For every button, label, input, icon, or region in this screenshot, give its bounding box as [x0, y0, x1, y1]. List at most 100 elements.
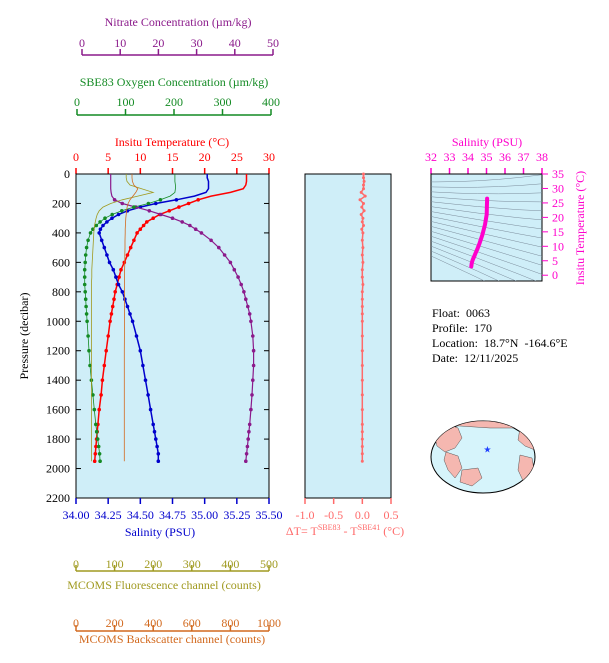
delta-t-point: [362, 172, 365, 176]
oxygen-point: [120, 209, 124, 213]
salinity-point: [102, 245, 107, 250]
insitu-temperature-point: [97, 407, 101, 412]
density-contour: [431, 255, 486, 281]
density-contour: [431, 226, 542, 257]
oxygen-tick-label: 0: [74, 95, 80, 109]
insitu-temperature-point: [93, 452, 98, 456]
pressure-tick-label: 200: [52, 196, 70, 210]
nitrate-point: [246, 304, 250, 309]
delta-tick-label: 0.5: [384, 508, 399, 522]
ts-salinity-tick-label: 34: [462, 150, 474, 164]
salinity-point: [151, 422, 155, 427]
backscatter-profile-line: [123, 174, 139, 462]
insitu-temperature-point: [113, 290, 117, 294]
ts-right-axis-label: Insitu Temperature (°C): [573, 171, 587, 285]
delta-t-point: [362, 209, 366, 213]
nitrate-tick-label: 50: [267, 36, 279, 50]
oxygen-point: [94, 223, 99, 228]
ts-salinity-tick-label: 33: [444, 150, 456, 164]
main-plot-panel: [75, 173, 270, 499]
salinity-point: [143, 378, 148, 383]
delta-t-point: [362, 183, 365, 187]
fluorescence-tick-label: 500: [260, 557, 278, 571]
pressure-tick-label: 1600: [46, 403, 70, 417]
fluorescence-tick-label: 0: [73, 557, 79, 571]
pressure-tick-label: 2200: [46, 491, 70, 505]
nitrate-tick-label: 0: [79, 36, 85, 50]
density-contour: [431, 240, 537, 281]
ts-temp-tick-label: 0: [552, 268, 558, 282]
salinity-tick-label: 35.50: [256, 508, 283, 522]
insitu-temperature-point: [145, 220, 149, 224]
ts-temp-tick-label: 10: [552, 239, 564, 253]
nitrate-axis: Nitrate Concentration (µm/kg) 0 10 20 30 40 5…: [79, 15, 279, 56]
nitrate-point: [247, 422, 252, 427]
nitrate-point: [251, 378, 255, 383]
temperature-axis-label: Insitu Temperature (°C): [115, 135, 229, 149]
salinity-tick-label: 34.25: [95, 508, 122, 522]
oxygen-axis-label: SBE83 Oxygen Concentration (µm/kg): [80, 75, 269, 89]
insitu-temperature-point: [99, 393, 103, 397]
salinity-point: [125, 304, 130, 309]
temperature-tick-label: 25: [231, 150, 243, 164]
insitu-temperature-point: [106, 334, 110, 338]
delta-t-point: [361, 260, 365, 264]
pressure-tick-label: 600: [52, 255, 70, 269]
insitu-temperature-point: [151, 216, 155, 220]
insitu-temperature-point: [167, 209, 172, 213]
oxygen-point: [88, 231, 93, 235]
oxygen-tick-label: 100: [117, 95, 135, 109]
nitrate-point: [244, 297, 248, 302]
pressure-axis-label: Pressure (decibar): [17, 293, 31, 380]
oxygen-point: [94, 429, 99, 434]
insitu-temperature-point: [109, 312, 114, 316]
nitrate-point: [236, 275, 240, 279]
oxygen-point: [92, 407, 97, 412]
salinity-point: [120, 290, 125, 294]
oxygen-point: [84, 304, 88, 309]
delta-t-point: [360, 253, 364, 257]
backscatter-tick-label: 1000: [257, 616, 281, 630]
delta-t-point: [358, 198, 362, 202]
salinity-point: [156, 452, 161, 456]
oxygen-tick-label: 400: [262, 95, 280, 109]
float-info: Float: 0063 Profile: 170 Location: 18.7°…: [432, 306, 568, 366]
fluorescence-tick-label: 100: [106, 557, 124, 571]
ts-salinity-tick-label: 36: [499, 150, 511, 164]
density-contour: [431, 201, 542, 212]
salinity-point: [174, 198, 179, 202]
delta-t-point: [360, 220, 364, 224]
salinity-point: [99, 238, 104, 243]
pressure-tick-label: 0: [64, 167, 70, 181]
nitrate-point: [244, 459, 248, 464]
density-contour: [431, 206, 542, 221]
ts-temp-tick-label: 30: [552, 181, 564, 195]
insitu-temperature-point: [196, 198, 200, 202]
density-contour: [431, 211, 542, 230]
salinity-point: [105, 253, 109, 257]
fluorescence-axis: 0 100 200 300 400 500 MCOMS Fluorescence chan…: [67, 557, 278, 592]
pressure-tick-label: 2000: [46, 462, 70, 476]
delta-t-point: [360, 268, 364, 272]
salinity-point: [156, 459, 161, 464]
insitu-temperature-point: [141, 223, 146, 228]
salinity-tick-label: 34.75: [159, 508, 186, 522]
float-location-marker: ★: [483, 445, 491, 455]
delta-t-point: [360, 408, 364, 412]
insitu-temperature-point: [94, 444, 98, 449]
nitrate-point: [247, 312, 252, 316]
nitrate-point: [247, 429, 251, 434]
oxygen-point: [84, 245, 89, 250]
backscatter-tick-label: 400: [144, 616, 162, 630]
nitrate-point: [120, 201, 125, 206]
nitrate-point: [251, 363, 256, 368]
nitrate-tick-label: 30: [191, 36, 203, 50]
salinity-tick-label: 35.25: [223, 508, 250, 522]
delta-t-point: [359, 190, 363, 194]
delta-t-point: [360, 430, 364, 434]
delta-t-point: [360, 334, 364, 338]
pressure-tick-label: 800: [52, 285, 70, 299]
date: Date: 12/11/2025: [432, 351, 519, 365]
oxygen-point: [82, 275, 87, 279]
